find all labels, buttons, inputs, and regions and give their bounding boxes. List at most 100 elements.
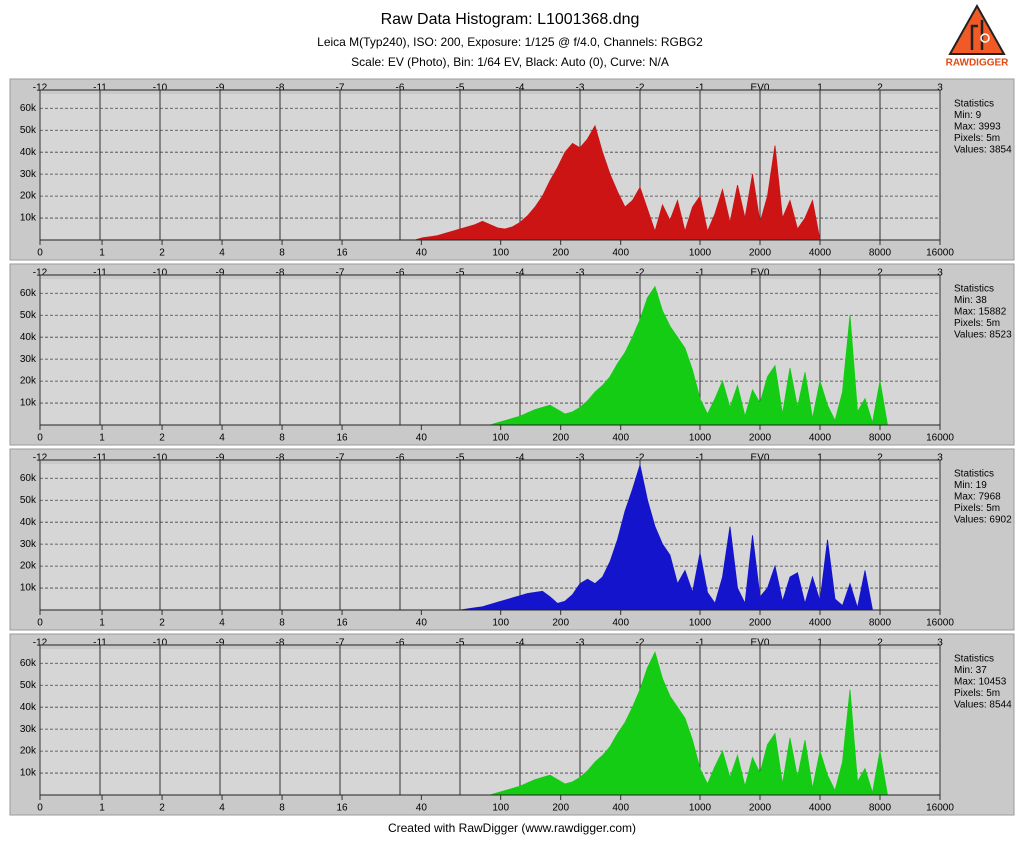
x2-tick-label: 8000 <box>869 433 892 444</box>
x-tick-label: -8 <box>276 638 285 649</box>
x-tick-label: -12 <box>33 83 48 94</box>
statistics-line: Max: 15882 <box>954 307 1007 318</box>
y-tick-label: 50k <box>20 310 37 321</box>
x-tick-label: -7 <box>336 268 345 279</box>
x2-tick-label: 16000 <box>926 618 954 629</box>
x2-tick-label: 400 <box>612 248 629 259</box>
x2-tick-label: 2 <box>159 803 165 814</box>
histogram-area <box>489 651 888 796</box>
x2-tick-label: 16000 <box>926 803 954 814</box>
x2-tick-label: 16 <box>336 803 348 814</box>
x2-tick-label: 2 <box>159 618 165 629</box>
x-tick-label: -12 <box>33 638 48 649</box>
x-tick-label: 1 <box>817 453 823 464</box>
x2-tick-label: 200 <box>552 618 569 629</box>
y-tick-label: 20k <box>20 191 37 202</box>
x-tick-label: -3 <box>576 268 585 279</box>
x2-tick-label: 4 <box>219 248 225 259</box>
x2-tick-label: 400 <box>612 618 629 629</box>
x-tick-label: -8 <box>276 83 285 94</box>
histogram-area <box>414 124 821 241</box>
statistics-line: Statistics <box>954 284 994 295</box>
x-tick-label: -2 <box>636 453 645 464</box>
x2-tick-label: 200 <box>552 803 569 814</box>
x2-tick-label: 8000 <box>869 803 892 814</box>
x-tick-label: 1 <box>817 638 823 649</box>
statistics-line: Values: 8544 <box>954 700 1012 711</box>
statistics-line: Min: 9 <box>954 110 982 121</box>
x-tick-label: -1 <box>696 268 705 279</box>
x-tick-label: 3 <box>937 83 943 94</box>
x-tick-label: -1 <box>696 453 705 464</box>
x2-tick-label: 2 <box>159 248 165 259</box>
x-tick-label: -4 <box>516 83 525 94</box>
y-tick-label: 40k <box>20 332 37 343</box>
x-tick-label: -9 <box>216 638 225 649</box>
x-tick-label: -2 <box>636 83 645 94</box>
x-tick-label: 2 <box>877 268 883 279</box>
x-tick-label: EV0 <box>751 83 770 94</box>
y-tick-label: 30k <box>20 169 37 180</box>
x-tick-label: EV0 <box>751 453 770 464</box>
subtitle: Scale: EV (Photo), Bin: 1/64 EV, Black: … <box>351 55 669 69</box>
x-tick-label: -3 <box>576 638 585 649</box>
x2-tick-label: 0 <box>37 618 43 629</box>
x-tick-label: -9 <box>216 83 225 94</box>
x2-tick-label: 2 <box>159 433 165 444</box>
x2-tick-label: 4000 <box>809 803 832 814</box>
x2-tick-label: 1000 <box>689 433 712 444</box>
x-tick-label: -2 <box>636 638 645 649</box>
x-tick-label: 2 <box>877 638 883 649</box>
logo-triangle <box>948 3 1006 55</box>
x-tick-label: -10 <box>153 83 168 94</box>
x-tick-label: -7 <box>336 453 345 464</box>
logo-icon <box>980 33 990 43</box>
histogram-area <box>459 463 873 611</box>
y-tick-label: 10k <box>20 768 37 779</box>
x-tick-label: -2 <box>636 268 645 279</box>
x-tick-label: -10 <box>153 453 168 464</box>
statistics-line: Pixels: 5m <box>954 503 1000 514</box>
x-tick-label: -10 <box>153 268 168 279</box>
y-tick-label: 50k <box>20 495 37 506</box>
x-tick-label: -11 <box>93 453 107 464</box>
x-tick-label: -4 <box>516 268 525 279</box>
x-tick-label: 2 <box>877 83 883 94</box>
x-tick-label: 1 <box>817 83 823 94</box>
x-tick-label: -9 <box>216 268 225 279</box>
statistics-line: Max: 7968 <box>954 492 1001 503</box>
y-tick-label: 60k <box>20 473 37 484</box>
x-tick-label: -11 <box>93 83 107 94</box>
x-tick-label: -6 <box>396 638 405 649</box>
x-tick-label: -8 <box>276 453 285 464</box>
statistics-line: Values: 8523 <box>954 330 1012 341</box>
x-tick-label: -10 <box>153 638 168 649</box>
statistics-line: Statistics <box>954 99 994 110</box>
x2-tick-label: 0 <box>37 248 43 259</box>
x-tick-label: -1 <box>696 638 705 649</box>
x-tick-label: -6 <box>396 268 405 279</box>
x2-tick-label: 1 <box>99 803 105 814</box>
x2-tick-label: 8 <box>279 618 285 629</box>
x2-tick-label: 4 <box>219 618 225 629</box>
x2-tick-label: 1000 <box>689 803 712 814</box>
x-tick-label: -1 <box>696 83 705 94</box>
x2-tick-label: 16 <box>336 618 348 629</box>
x2-tick-label: 16000 <box>926 433 954 444</box>
x-tick-label: -12 <box>33 268 48 279</box>
y-tick-label: 40k <box>20 702 37 713</box>
x-tick-label: -9 <box>216 453 225 464</box>
histogram-area <box>489 285 888 426</box>
x-tick-label: 2 <box>877 453 883 464</box>
x2-tick-label: 400 <box>612 433 629 444</box>
x2-tick-label: 400 <box>612 803 629 814</box>
logo-text: RAWDIGGER <box>946 58 1010 69</box>
x-tick-label: -6 <box>396 83 405 94</box>
statistics-line: Max: 3993 <box>954 122 1001 133</box>
x2-tick-label: 4000 <box>809 433 832 444</box>
x-tick-label: -5 <box>456 638 465 649</box>
x-tick-label: -8 <box>276 268 285 279</box>
x-tick-label: 1 <box>817 268 823 279</box>
y-tick-label: 10k <box>20 398 37 409</box>
